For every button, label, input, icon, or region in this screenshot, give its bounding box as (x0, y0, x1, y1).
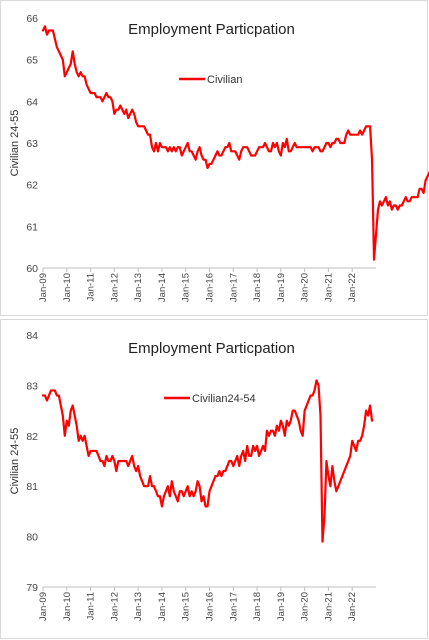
y-tick-label: 66 (26, 13, 38, 25)
x-tick-label: Jan-13 (133, 273, 144, 302)
y-tick-label: 79 (26, 582, 38, 594)
x-tick-label: Jan-11 (86, 273, 97, 301)
chart-title: Employment Particpation (128, 21, 295, 38)
chart-title: Employment Particpation (128, 340, 295, 357)
chart-panel-bottom: 79 80 81 82 83 84 Jan-09 Jan-10 Jan-11 Jan-12 Jan-… (0, 319, 428, 639)
x-tick-label: Jan-10 (62, 592, 73, 621)
x-tick-label: Jan-20 (300, 273, 311, 302)
x-tick-label: Jan-14 (157, 273, 168, 302)
y-tick-label: 81 (26, 481, 38, 493)
x-tick-label: Jan-22 (347, 273, 358, 302)
y-tick-label: 62 (26, 180, 38, 192)
x-tick-label: Jan-12 (109, 592, 120, 621)
legend-label: Civilian24-54 (192, 393, 256, 405)
chart-bottom: 79 80 81 82 83 84 Jan-09 Jan-10 Jan-11 Jan-12 Jan-… (9, 330, 376, 621)
x-tick-label: Jan-13 (133, 592, 144, 621)
y-tick-label: 65 (26, 55, 38, 67)
y-tick-label: 80 (26, 532, 38, 544)
y-tick-label: 64 (26, 96, 38, 108)
x-tick-label: Jan-11 (86, 592, 97, 620)
x-tick-label: Jan-21 (323, 273, 334, 302)
x-tick-label: Jan-17 (228, 273, 239, 302)
y-axis-label: Civilian 24-55 (9, 428, 21, 495)
y-tick-label: 63 (26, 138, 38, 150)
y-tick-label: 60 (26, 263, 38, 275)
x-tick-label: Jan-09 (38, 592, 49, 621)
x-tick-label: Jan-14 (157, 592, 168, 621)
y-tick-label: 82 (26, 431, 38, 443)
y-tick-label: 83 (26, 380, 38, 392)
x-tick-label: Jan-19 (276, 273, 287, 302)
y-axis-label: Civilian 24-55 (9, 110, 21, 177)
x-tick-label: Jan-20 (300, 592, 311, 621)
x-tick-label: Jan-18 (252, 273, 263, 302)
x-tick-label: Jan-15 (181, 592, 192, 621)
x-tick-label: Jan-12 (109, 273, 120, 302)
x-tick-label: Jan-15 (181, 273, 192, 302)
x-tick-label: Jan-21 (323, 592, 334, 621)
y-tick-label: 84 (26, 330, 38, 342)
x-tick-label: Jan-09 (38, 273, 49, 302)
legend-label: Civilian (207, 74, 242, 86)
series-line (41, 379, 374, 543)
x-tick-label: Jan-10 (62, 273, 73, 302)
chart-top: 60 61 62 63 64 65 66 Jan-09 Jan-10 Jan-11 Jan-12 Ja… (9, 13, 429, 302)
series-line (41, 25, 429, 261)
y-tick-label: 61 (26, 221, 38, 233)
x-tick-label: Jan-16 (205, 273, 216, 302)
x-tick-label: Jan-17 (228, 592, 239, 621)
x-tick-label: Jan-16 (205, 592, 216, 621)
x-tick-label: Jan-22 (347, 592, 358, 621)
x-tick-label: Jan-18 (252, 592, 263, 621)
x-tick-label: Jan-19 (276, 592, 287, 621)
chart-panel-top: 60 61 62 63 64 65 66 Jan-09 Jan-10 Jan-11 Jan-12 Ja… (0, 0, 429, 316)
